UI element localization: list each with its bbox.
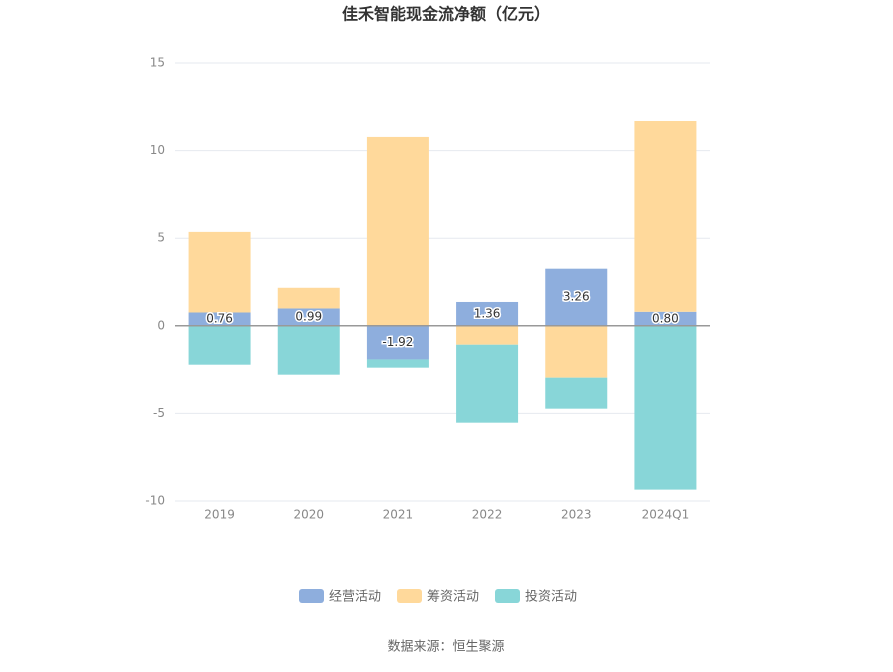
bar xyxy=(277,308,340,326)
chart-title: 佳禾智能现金流净额（亿元） xyxy=(342,5,550,24)
bar xyxy=(188,231,251,313)
value-label: 0.80 xyxy=(652,311,679,325)
x-tick-label: 2023 xyxy=(561,508,592,522)
value-label: -1.92 xyxy=(382,335,413,349)
legend-label: 经营活动 xyxy=(329,590,381,605)
bar xyxy=(366,325,429,360)
bar xyxy=(545,377,608,409)
source: 数据来源：恒生聚源 xyxy=(387,640,504,655)
y-tick-label: -10 xyxy=(145,494,165,508)
value-label: 0.76 xyxy=(206,312,233,326)
bar xyxy=(188,325,251,365)
value-label: 3.26 xyxy=(563,290,590,304)
bar xyxy=(456,325,519,345)
bar xyxy=(545,325,608,378)
bar xyxy=(366,359,429,368)
legend-swatch xyxy=(495,589,520,603)
x-tick-label: 2024Q1 xyxy=(642,508,690,522)
y-tick-label: 10 xyxy=(150,143,165,157)
value-label: 1.36 xyxy=(474,306,501,320)
y-tick-label: -5 xyxy=(153,406,165,420)
y-tick-label: 0 xyxy=(157,318,165,332)
bar xyxy=(456,344,519,423)
x-tick-label: 2019 xyxy=(204,508,235,522)
bar xyxy=(634,311,697,326)
legend-swatch xyxy=(299,589,324,603)
value-label: 0.99 xyxy=(295,310,322,324)
bar xyxy=(188,312,251,326)
bar xyxy=(634,325,697,490)
x-tick-label: 2022 xyxy=(472,508,503,522)
legend-swatch xyxy=(397,589,422,603)
legend-label: 投资活动 xyxy=(525,589,577,605)
y-tick-label: 5 xyxy=(157,231,165,245)
bar xyxy=(277,325,340,375)
x-tick-label: 2020 xyxy=(293,508,324,522)
y-tick-label: 15 xyxy=(150,56,165,70)
bar xyxy=(634,120,697,312)
bar xyxy=(366,136,429,326)
bar xyxy=(277,287,340,309)
bar xyxy=(545,268,608,326)
x-tick-label: 2021 xyxy=(383,508,414,522)
legend-label: 筹资活动 xyxy=(427,589,479,605)
bar xyxy=(456,301,519,326)
